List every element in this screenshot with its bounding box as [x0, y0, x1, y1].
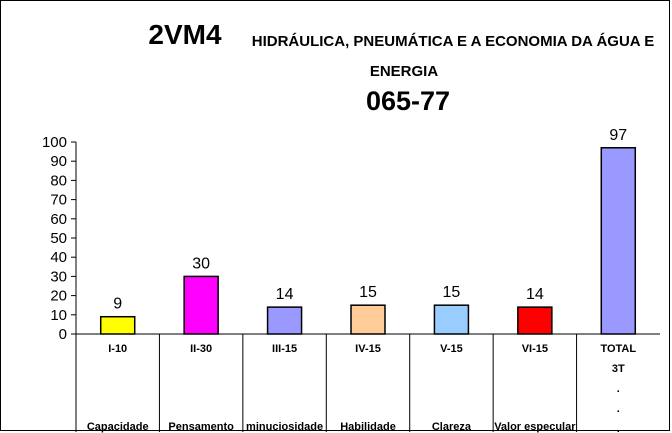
- category-name: Pensamento: [168, 421, 234, 433]
- total-extra-line: 3T: [612, 363, 625, 375]
- y-tick-label: 70: [50, 192, 67, 209]
- category-label: VI-15: [522, 343, 548, 355]
- y-tick-label: 40: [50, 249, 67, 266]
- data-label: 15: [443, 284, 461, 301]
- bar: [350, 304, 386, 335]
- category-label: V-15: [440, 343, 463, 355]
- category-label: TOTAL: [600, 343, 636, 355]
- total-extra-line: .: [617, 423, 620, 433]
- bar: [433, 304, 470, 335]
- y-tick-label: 90: [50, 153, 67, 170]
- data-label: 14: [276, 286, 294, 303]
- category-label: II-30: [190, 343, 212, 355]
- chart-title-line1: HIDRÁULICA, PNEUMÁTICA E A ECONOMIA DA Á…: [252, 33, 655, 50]
- chart-title-number: 065-77: [366, 86, 450, 116]
- category-name: Valor especular: [494, 421, 576, 433]
- axes: 0 10 20 30 40 50 60 70 80 90 100: [42, 134, 660, 343]
- bar: [517, 306, 553, 335]
- data-label: 30: [192, 255, 210, 272]
- bar: [600, 147, 637, 335]
- category-name: Habilidade: [340, 421, 396, 433]
- category-label: IV-15: [355, 343, 381, 355]
- chart-title-code: 2VM4: [148, 19, 222, 50]
- bars: [99, 147, 637, 335]
- y-tick-label: 100: [42, 134, 67, 151]
- y-tick-label: 80: [50, 172, 67, 189]
- y-tick-label: 20: [50, 288, 67, 305]
- data-labels: 9 30 14 15 15 14 97: [113, 127, 627, 313]
- category-name: minuciosidade: [246, 421, 323, 433]
- data-label: 15: [359, 284, 377, 301]
- total-extra-line: .: [617, 383, 620, 395]
- data-label: 14: [526, 286, 544, 303]
- bar: [183, 275, 219, 335]
- category-label: III-15: [272, 343, 297, 355]
- total-extra-line: .: [617, 403, 620, 415]
- y-tick-label: 0: [59, 326, 67, 343]
- y-tick-label: 30: [50, 268, 67, 285]
- y-tick-label: 50: [50, 230, 67, 247]
- chart-title-line2: ENERGIA: [370, 63, 439, 80]
- data-label: 9: [113, 296, 122, 313]
- category-table: I-10 Capacidade II-30 Pensamento III-15 minuc…: [75, 334, 636, 433]
- y-tick-label: 10: [50, 307, 67, 324]
- category-name: Clareza: [432, 421, 472, 433]
- category-label: I-10: [108, 343, 127, 355]
- bar: [266, 306, 303, 335]
- data-label: 97: [609, 127, 627, 144]
- y-tick-label: 60: [50, 211, 67, 228]
- bar: [99, 315, 136, 335]
- category-name: Capacidade: [87, 421, 149, 433]
